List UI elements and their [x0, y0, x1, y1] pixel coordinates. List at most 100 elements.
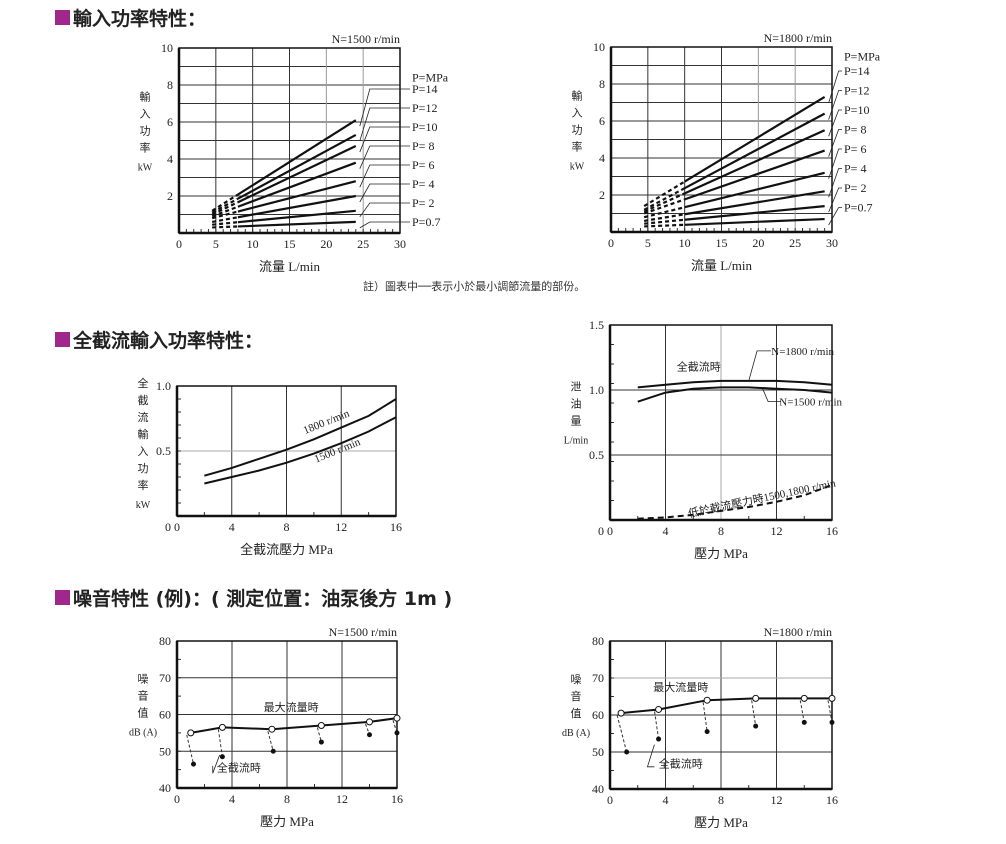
x-tick-label: 0 [174, 520, 180, 534]
section-title-noise: 噪音特性 (例)：( 測定位置：油泵後方 1m ) [55, 584, 452, 611]
y-axis-label: 率 [138, 478, 149, 492]
y-axis-label: 入 [140, 109, 151, 121]
series-label: P=14 [844, 64, 869, 78]
full-cutoff-point [318, 739, 324, 745]
x-axis-label: 全截流壓力 MPa [240, 542, 333, 557]
series-label: P= 4 [844, 162, 866, 176]
full-cutoff-point [219, 754, 225, 760]
series-label: P= 6 [844, 142, 866, 156]
x-tick-label: 25 [789, 236, 801, 250]
series-label: P=0.7 [412, 215, 440, 229]
y-tick-label: 4 [167, 152, 173, 166]
series-label: P= 6 [412, 158, 434, 172]
y-axis-label: 輸 [138, 427, 149, 441]
max-flow-point [317, 722, 325, 730]
x-tick-label: 15 [716, 236, 728, 250]
x-tick-label: 12 [335, 520, 347, 534]
series-label: P=12 [412, 101, 437, 115]
y-tick-label: 2 [599, 188, 605, 202]
chart-title: N=1500 r/min [332, 32, 400, 46]
x-tick-label: 0 [174, 792, 180, 806]
series-label: P=0.7 [844, 201, 872, 215]
y-tick-label: 4 [599, 151, 605, 165]
svg-text:最大流量時: 最大流量時 [264, 700, 319, 714]
full-cutoff-point [270, 748, 276, 754]
svg-text:0: 0 [165, 520, 171, 534]
svg-text:全截流時: 全截流時 [217, 760, 261, 774]
full-cutoff-point [829, 719, 835, 725]
series-label: P=12 [844, 84, 869, 98]
y-tick-label: 1.5 [589, 318, 604, 332]
section-title-text: 輸入功率特性： [73, 8, 207, 30]
y-axis-label: 截 [138, 393, 149, 407]
x-tick-label: 30 [826, 236, 838, 250]
y-axis-label: 全 [138, 376, 149, 390]
max-flow-point [752, 694, 760, 702]
square-bullet-icon [55, 590, 70, 605]
svg-text:kW: kW [138, 163, 153, 174]
chart-footnote: 註）圖表中──表示小於最小調節流量的部份。 [363, 280, 586, 293]
max-flow-point [393, 714, 401, 722]
x-axis-label: 壓力 MPa [694, 546, 748, 561]
x-tick-label: 4 [663, 793, 669, 807]
full-cutoff-point [367, 732, 372, 738]
x-tick-label: 12 [771, 524, 783, 538]
svg-text:dB (A): dB (A) [562, 728, 590, 739]
x-tick-label: 5 [213, 237, 219, 251]
x-tick-label: 4 [229, 520, 235, 534]
y-tick-label: 2 [167, 189, 173, 203]
x-tick-label: 8 [284, 520, 290, 534]
max-flow-point [218, 723, 226, 731]
series-label: P= 2 [412, 196, 434, 210]
series-label: P= 4 [412, 177, 434, 191]
section-title-text: 噪音特性 (例)：( 測定位置：油泵後方 1m ) [73, 588, 453, 610]
y-tick-label: 70 [159, 671, 171, 685]
svg-text:最大流量時: 最大流量時 [653, 680, 708, 694]
series-label: P= 2 [844, 181, 866, 195]
max-flow-point [268, 725, 276, 733]
y-tick-label: 70 [592, 671, 604, 685]
y-tick-label: 8 [599, 77, 605, 91]
x-tick-label: 0 [608, 236, 614, 250]
x-tick-label: 16 [826, 524, 838, 538]
chart-title: N=1800 r/min [764, 625, 832, 639]
y-tick-label: 10 [593, 40, 605, 54]
x-tick-label: 25 [357, 237, 369, 251]
y-tick-label: 50 [159, 744, 171, 758]
x-tick-label: 4 [229, 792, 235, 806]
y-axis-label: 音 [571, 689, 582, 703]
x-tick-label: 16 [391, 792, 403, 806]
y-tick-label: 80 [592, 634, 604, 648]
svg-text:0: 0 [598, 524, 604, 538]
svg-text:L/min: L/min [564, 436, 588, 447]
x-tick-label: 8 [718, 524, 724, 538]
section-title-deadhead-power: 全截流輸入功率特性： [55, 326, 263, 353]
x-tick-label: 4 [663, 524, 669, 538]
y-axis-label: 輸 [140, 90, 151, 104]
x-tick-label: 10 [247, 237, 259, 251]
svg-text:dB (A): dB (A) [129, 728, 157, 739]
y-axis-label: 值 [138, 707, 149, 720]
full-cutoff-point [394, 730, 400, 736]
y-axis-label: 率 [572, 140, 583, 154]
y-tick-label: 60 [159, 708, 171, 722]
square-bullet-icon [55, 10, 70, 25]
x-axis-label: 流量 L/min [259, 259, 321, 274]
y-tick-label: 40 [592, 782, 604, 796]
x-tick-label: 16 [390, 520, 402, 534]
svg-text:N=1800 r/min: N=1800 r/min [771, 346, 834, 358]
chart-title: N=1500 r/min [329, 625, 397, 639]
x-tick-label: 16 [826, 793, 838, 807]
chart-title: N=1800 r/min [764, 31, 832, 45]
y-axis-label: 流 [138, 410, 149, 424]
svg-text:低於截流壓力時1500,1800 r/min: 低於截流壓力時1500,1800 r/min [687, 475, 837, 520]
y-tick-label: 1.0 [589, 383, 604, 397]
y-axis-label: 率 [140, 141, 151, 155]
section-title-input-power: 輸入功率特性： [55, 4, 206, 31]
y-tick-label: 80 [159, 634, 171, 648]
chart-noise_1800: 0 4 8 12 16 40 50 60 70 80 N=1800 r/min 壓力 MPa 噪音值 dB… [562, 625, 838, 830]
max-flow-point [703, 696, 711, 704]
x-tick-label: 12 [336, 792, 348, 806]
y-tick-label: 0.5 [589, 448, 604, 462]
